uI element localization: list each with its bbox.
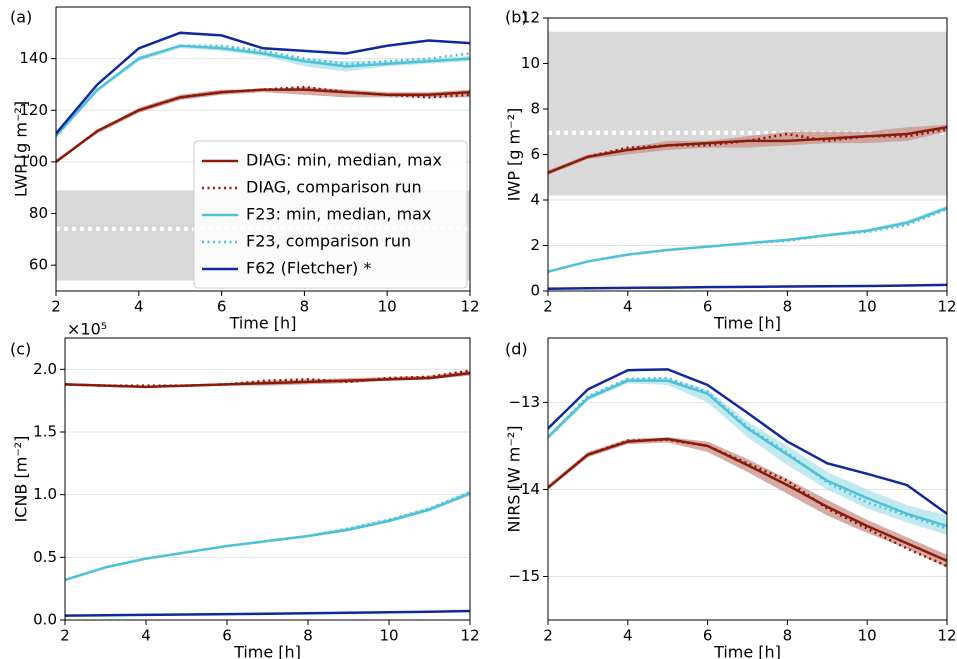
series-line [65, 609, 470, 617]
legend-label: DIAG: min, median, max [246, 151, 442, 170]
y-tick-label: 1.5 [33, 423, 57, 441]
series-line [56, 44, 470, 137]
y-tick-label: −15 [508, 567, 540, 585]
plot-area [548, 368, 947, 577]
panel: 60 80 100 120 140 2 4 6 8 10 12 Time [h] LWP [g m⁻²]… [10, 6, 480, 333]
y-tick-label: 2 [530, 236, 540, 254]
y-tick-label: 140 [19, 49, 48, 67]
legend: DIAG: min, median, max DIAG, comparison r… [193, 140, 468, 289]
x-tick-label: 10 [378, 298, 397, 316]
series-line [548, 379, 947, 528]
plot-area [65, 368, 470, 620]
y-tick-label: 100 [19, 152, 48, 170]
x-tick-label: 12 [460, 298, 479, 316]
y-axis-label: NIRS [W m⁻²] [505, 426, 524, 533]
y-tick-label: −14 [508, 480, 540, 498]
axes-frame [547, 337, 948, 621]
x-tick-label: 4 [141, 627, 151, 645]
y-tick-label: 6 [530, 145, 540, 163]
series-line [548, 207, 947, 273]
plot-area [548, 18, 947, 291]
y-tick-label: 0 [530, 282, 540, 300]
x-tick-label: 6 [217, 298, 227, 316]
legend-label: F62 (Fletcher) * [246, 259, 371, 278]
x-tick-label: 2 [60, 627, 70, 645]
min-max-band [548, 437, 947, 568]
series-line [56, 44, 470, 137]
min-max-band [56, 87, 470, 162]
x-tick-label: 12 [937, 298, 956, 316]
x-axis-label: Time [h] [713, 314, 781, 333]
panel-label: (d) [505, 340, 528, 359]
series-line [548, 376, 947, 530]
panel-label: (b) [505, 8, 528, 27]
y-offset-label: ×10⁵ [67, 320, 107, 339]
series-line [548, 206, 947, 273]
x-axis-label: Time [h] [229, 314, 297, 333]
x-tick-label: 10 [858, 627, 877, 645]
series-line [65, 492, 470, 582]
panel-label: (c) [10, 340, 31, 359]
x-tick-label: 2 [543, 627, 553, 645]
panel: 0.0 0.5 1.0 1.5 2.0 2 4 6 8 10 12 Time [h] ICNB [m⁻²… [10, 320, 480, 659]
legend-box [193, 140, 468, 289]
x-tick-label: 8 [783, 298, 793, 316]
series-line [548, 368, 947, 515]
min-max-band [65, 490, 470, 582]
y-tick-label: 60 [29, 256, 48, 274]
y-tick-label: 80 [29, 204, 48, 222]
x-axis-label: Time [h] [233, 643, 301, 659]
axes-frame [64, 337, 471, 621]
series-line [56, 31, 470, 135]
x-axis-label: Time [h] [713, 643, 781, 659]
min-max-band [56, 45, 470, 137]
axes-frame [55, 6, 471, 292]
panel-label: (a) [10, 8, 32, 27]
x-tick-label: 6 [222, 627, 232, 645]
series-line [56, 85, 470, 163]
x-tick-label: 8 [303, 627, 313, 645]
y-axis-label: LWP [g m⁻²] [12, 101, 31, 197]
x-tick-label: 8 [300, 298, 310, 316]
y-axis-label: ICNB [m⁻²] [12, 436, 31, 523]
y-tick-label: 120 [19, 101, 48, 119]
y-tick-label: −13 [508, 393, 540, 411]
x-tick-label: 2 [51, 298, 61, 316]
x-tick-label: 4 [623, 298, 633, 316]
x-tick-label: 10 [858, 298, 877, 316]
min-max-band [548, 378, 947, 535]
legend-label: DIAG, comparison run [246, 178, 422, 197]
series-line [65, 491, 470, 582]
min-max-band [548, 205, 947, 273]
panel: −15 −14 −13 2 4 6 8 10 12 Time [h] NIRS [W m⁻²] (d) [505, 337, 957, 659]
y-tick-label: 10 [521, 54, 540, 72]
y-tick-label: 0.5 [33, 548, 57, 566]
x-tick-label: 12 [460, 627, 479, 645]
y-tick-label: 4 [530, 191, 540, 209]
y-tick-label: 8 [530, 100, 540, 118]
x-tick-label: 4 [134, 298, 144, 316]
series-line [548, 437, 947, 562]
y-tick-label: 12 [521, 9, 540, 27]
legend-label: F23: min, median, max [246, 205, 431, 224]
y-tick-label: 2.0 [33, 360, 57, 378]
legend-label: F23, comparison run [246, 232, 411, 251]
reference-range [548, 31, 947, 196]
x-tick-label: 2 [543, 298, 553, 316]
series-line [548, 438, 947, 568]
y-tick-label: 1.0 [33, 485, 57, 503]
x-tick-label: 6 [703, 298, 713, 316]
x-tick-label: 4 [623, 627, 633, 645]
series-line [548, 128, 947, 174]
series-line [548, 283, 947, 290]
series-line [65, 369, 470, 387]
x-tick-label: 12 [937, 627, 956, 645]
y-tick-label: 0.0 [33, 611, 57, 629]
y-axis-label: IWP [g m⁻²] [505, 108, 524, 201]
x-tick-label: 6 [703, 627, 713, 645]
x-tick-label: 8 [783, 627, 793, 645]
x-tick-label: 10 [379, 627, 398, 645]
